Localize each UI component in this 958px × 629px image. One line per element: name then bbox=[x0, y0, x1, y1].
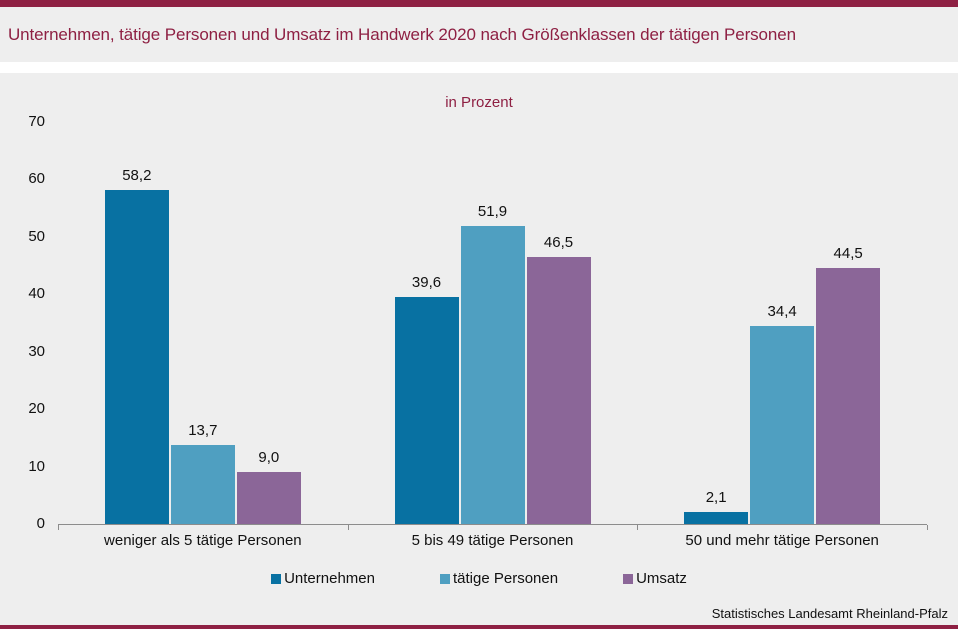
x-axis-tick bbox=[58, 525, 59, 530]
legend-swatch-unternehmen bbox=[271, 573, 282, 584]
bar-tätige-personen bbox=[170, 445, 235, 524]
source-attribution: Statistisches Landesamt Rheinland-Pfalz bbox=[711, 606, 948, 621]
bar-value-label: 46,5 bbox=[543, 234, 574, 251]
bar-value-label: 13,7 bbox=[188, 422, 218, 439]
bar-value-label: 34,4 bbox=[767, 303, 797, 320]
bar-umsatz bbox=[526, 257, 591, 524]
x-axis-line bbox=[58, 524, 927, 525]
y-tick-label: 0 bbox=[36, 515, 45, 532]
legend-item-umsatz: Umsatz bbox=[623, 570, 687, 587]
top-accent-bar bbox=[0, 0, 958, 7]
bar-umsatz bbox=[236, 472, 301, 524]
page-title: Unternehmen, tätige Personen und Umsatz … bbox=[8, 24, 796, 44]
bar-chart: in Prozent 0 10 20 30 40 50 60 70 58,2 13,7 9,0 39… bbox=[0, 73, 958, 629]
y-tick-label: 40 bbox=[28, 285, 45, 303]
bar-value-label: 2,1 bbox=[705, 489, 727, 506]
y-tick-label: 60 bbox=[28, 170, 45, 188]
y-tick-label: 70 bbox=[28, 113, 45, 130]
x-axis-tick bbox=[637, 525, 639, 530]
bar-value-label: 51,9 bbox=[477, 203, 508, 220]
y-tick-label: 10 bbox=[28, 457, 45, 475]
x-axis-tick bbox=[927, 525, 928, 530]
bar-value-label: 58,2 bbox=[122, 167, 152, 184]
x-category-label: 50 und mehr tätige Personen bbox=[685, 532, 879, 549]
legend-label-umsatz: Umsatz bbox=[636, 570, 687, 587]
title-band: Unternehmen, tätige Personen und Umsatz … bbox=[0, 7, 958, 62]
x-axis-tick bbox=[347, 525, 349, 530]
legend-label-taetige-personen: tätige Personen bbox=[452, 570, 559, 587]
bar-value-label: 9,0 bbox=[258, 449, 280, 466]
x-category-label: 5 bis 49 tätige Personen bbox=[411, 532, 574, 549]
legend-item-taetige-personen: tätige Personen bbox=[439, 570, 559, 587]
legend-item-unternehmen: Unternehmen bbox=[271, 570, 375, 587]
bar-unternehmen bbox=[104, 190, 169, 524]
chart-subtitle: in Prozent bbox=[445, 94, 513, 111]
legend-swatch-taetige-personen bbox=[439, 573, 450, 584]
bar-tätige-personen bbox=[750, 326, 815, 524]
y-tick-label: 20 bbox=[28, 400, 45, 418]
bar-value-label: 39,6 bbox=[411, 274, 442, 291]
bar-umsatz bbox=[816, 268, 881, 524]
y-tick-label: 50 bbox=[28, 227, 45, 245]
legend-swatch-umsatz bbox=[623, 573, 634, 584]
legend-label-unternehmen: Unternehmen bbox=[284, 570, 375, 587]
bottom-accent-bar bbox=[0, 625, 958, 629]
bar-tätige-personen bbox=[460, 226, 525, 524]
x-category-label: weniger als 5 tätige Personen bbox=[104, 532, 302, 549]
bar-unternehmen bbox=[684, 512, 749, 524]
y-tick-label: 30 bbox=[28, 342, 45, 360]
legend: Unternehmen tätige Personen Umsatz bbox=[0, 570, 958, 587]
bar-unternehmen bbox=[394, 297, 459, 524]
bar-value-label: 44,5 bbox=[833, 245, 863, 262]
